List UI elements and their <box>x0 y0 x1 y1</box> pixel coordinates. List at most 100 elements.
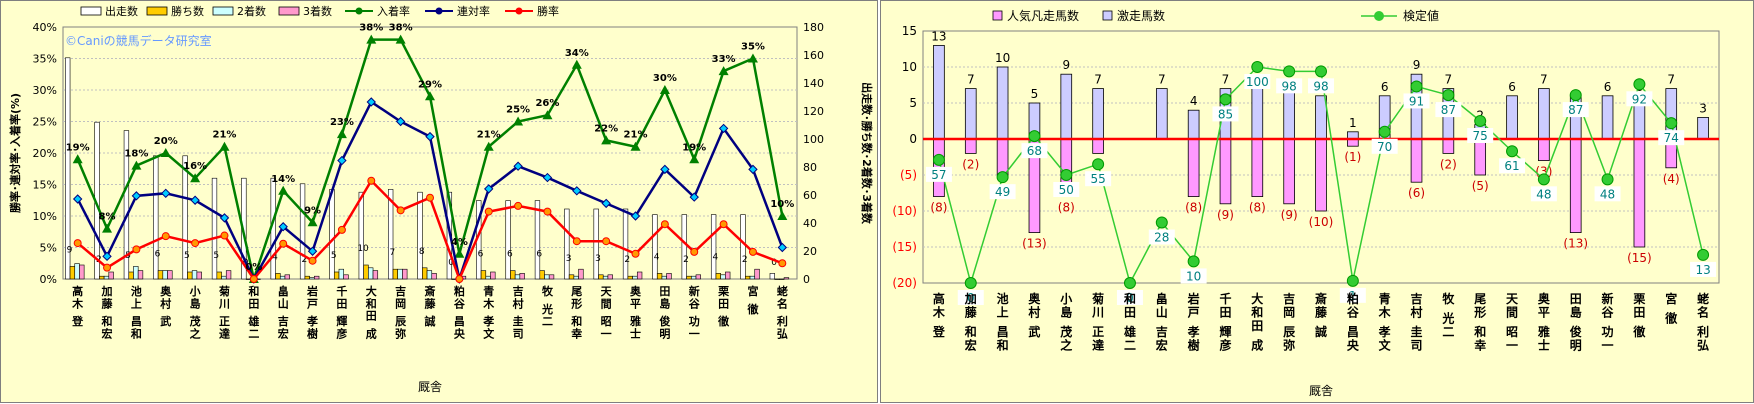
svg-text:登: 登 <box>932 324 946 339</box>
marker-勝率 <box>690 247 699 256</box>
marker-連対率 <box>161 188 171 199</box>
svg-text:和: 和 <box>1123 291 1136 306</box>
marker-入着率 <box>336 129 347 139</box>
bar-2着数 <box>368 267 374 280</box>
svg-text:名: 名 <box>777 296 788 310</box>
y2-tick-label: 180 <box>803 21 824 34</box>
svg-text:奥: 奥 <box>1538 291 1551 306</box>
svg-text:3着数: 3着数 <box>303 4 332 18</box>
entry-rate-label: 21% <box>624 130 648 141</box>
marker-入着率 <box>483 141 494 151</box>
svg-text:木: 木 <box>1378 304 1392 319</box>
svg-text:2着数: 2着数 <box>237 4 266 18</box>
test-value-label: 68 <box>1027 144 1042 158</box>
svg-text:弘: 弘 <box>777 327 788 340</box>
bar-value-label: 5 <box>213 251 219 261</box>
y2-tick-label: 20 <box>803 245 817 258</box>
marker-入着率 <box>601 135 612 145</box>
bar-2着数 <box>632 275 638 280</box>
bar-出走数 <box>123 130 130 280</box>
bar-3着数 <box>196 271 202 280</box>
marker-勝率 <box>631 249 640 258</box>
marker-検定値 <box>932 153 945 166</box>
bar-人気凡走馬数 <box>1187 138 1200 197</box>
test-value-label: 28 <box>1154 231 1169 245</box>
test-value-label: 48 <box>1536 187 1551 201</box>
bar-激走馬数 <box>1092 88 1104 140</box>
bar-3着数 <box>548 274 555 280</box>
marker-連対率 <box>777 242 788 253</box>
svg-text:平: 平 <box>630 297 641 310</box>
line-label-bg <box>1499 158 1526 174</box>
svg-text:功: 功 <box>689 314 700 328</box>
svg-text:粕: 粕 <box>454 284 465 298</box>
stable-results-chart: 0%5%10%15%20%25%30%35%40%020406080100120… <box>8 4 874 394</box>
line-label-bg <box>1021 143 1048 159</box>
marker-入着率 <box>689 154 700 164</box>
svg-text:一: 一 <box>601 327 612 340</box>
category-label: 斎藤誠 <box>425 284 437 328</box>
marker-入着率 <box>72 154 83 164</box>
marker-検定値 <box>1474 115 1487 127</box>
test-value-label: 100 <box>1246 75 1269 89</box>
entry-rate-label: 20% <box>154 136 178 147</box>
svg-text:加: 加 <box>101 284 113 298</box>
upset-test-chart: (20)(15)(10)(5)0510151371059774761697267… <box>892 8 1720 398</box>
y-tick-label: (20) <box>892 276 917 290</box>
svg-text:宏: 宏 <box>102 326 113 340</box>
line-label-bg <box>1403 93 1430 109</box>
svg-text:吉: 吉 <box>1411 291 1423 306</box>
svg-text:天: 天 <box>1506 292 1519 306</box>
marker-連対率 <box>748 164 758 175</box>
marker-勝率 <box>337 225 346 234</box>
svg-text:二: 二 <box>248 327 259 340</box>
marker-入着率 <box>278 185 289 195</box>
bar-勝ち数 <box>627 275 633 280</box>
entry-rate-label: 14% <box>271 174 295 185</box>
stable-results-chart-panel: 0% 5% 10% 15% 20% 25% 30% 35% 40% 0 20 40 60 80 100 120… <box>0 0 878 403</box>
entry-rate-label: 22% <box>594 123 618 134</box>
bar-value-label: 0 <box>771 258 777 268</box>
svg-text:光: 光 <box>541 302 553 316</box>
svg-text:間: 間 <box>601 297 612 310</box>
entry-rate-label: 19% <box>66 142 90 153</box>
bar-激走馬数 <box>1697 117 1709 140</box>
bar-人気凡走馬数 <box>1442 138 1455 154</box>
svg-text:蛯: 蛯 <box>1697 291 1709 306</box>
y2-tick-label: 140 <box>803 77 824 90</box>
y-tick-label: 35% <box>33 53 57 66</box>
test-value-label: 61 <box>1504 159 1519 173</box>
bar-3着数 <box>431 273 437 280</box>
svg-text:新: 新 <box>1602 291 1614 306</box>
bar-勝ち数 <box>656 273 663 280</box>
test-value-label: 1 <box>1349 289 1357 303</box>
y-tick-label: 15% <box>33 179 57 192</box>
svg-text:村: 村 <box>513 296 524 310</box>
line-label-bg <box>1371 138 1398 154</box>
svg-text:川: 川 <box>218 297 230 310</box>
entry-rate-label: 29% <box>418 79 442 90</box>
bar-2着数 <box>338 268 344 280</box>
bar-value-label: 3 <box>566 254 572 264</box>
svg-text:新: 新 <box>689 284 700 298</box>
svg-text:明: 明 <box>659 327 670 340</box>
marker-検定値 <box>1506 145 1519 158</box>
top-count-label: 7 <box>1540 73 1548 87</box>
marker-検定値 <box>1092 158 1105 171</box>
svg-text:池: 池 <box>997 291 1009 306</box>
svg-text:孝: 孝 <box>306 314 318 328</box>
marker-連対率 <box>542 172 553 183</box>
bottom-count-label: (8) <box>930 201 947 215</box>
bar-3着数 <box>372 270 379 280</box>
marker-勝率 <box>455 275 464 283</box>
marker-勝率 <box>778 259 787 268</box>
test-value-label: 75 <box>1473 129 1488 143</box>
bar-2着数 <box>191 270 198 280</box>
marker-検定値 <box>996 171 1009 184</box>
svg-text:孝: 孝 <box>1187 324 1200 339</box>
svg-text:田: 田 <box>1633 305 1645 319</box>
